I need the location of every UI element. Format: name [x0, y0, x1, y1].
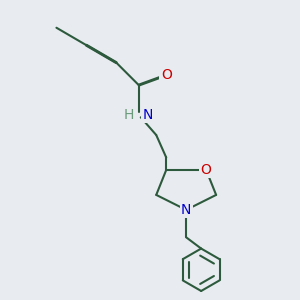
- Text: N: N: [181, 203, 191, 217]
- Text: N: N: [142, 108, 153, 122]
- Text: O: O: [201, 163, 212, 177]
- Text: O: O: [161, 68, 172, 82]
- Text: H: H: [124, 108, 134, 122]
